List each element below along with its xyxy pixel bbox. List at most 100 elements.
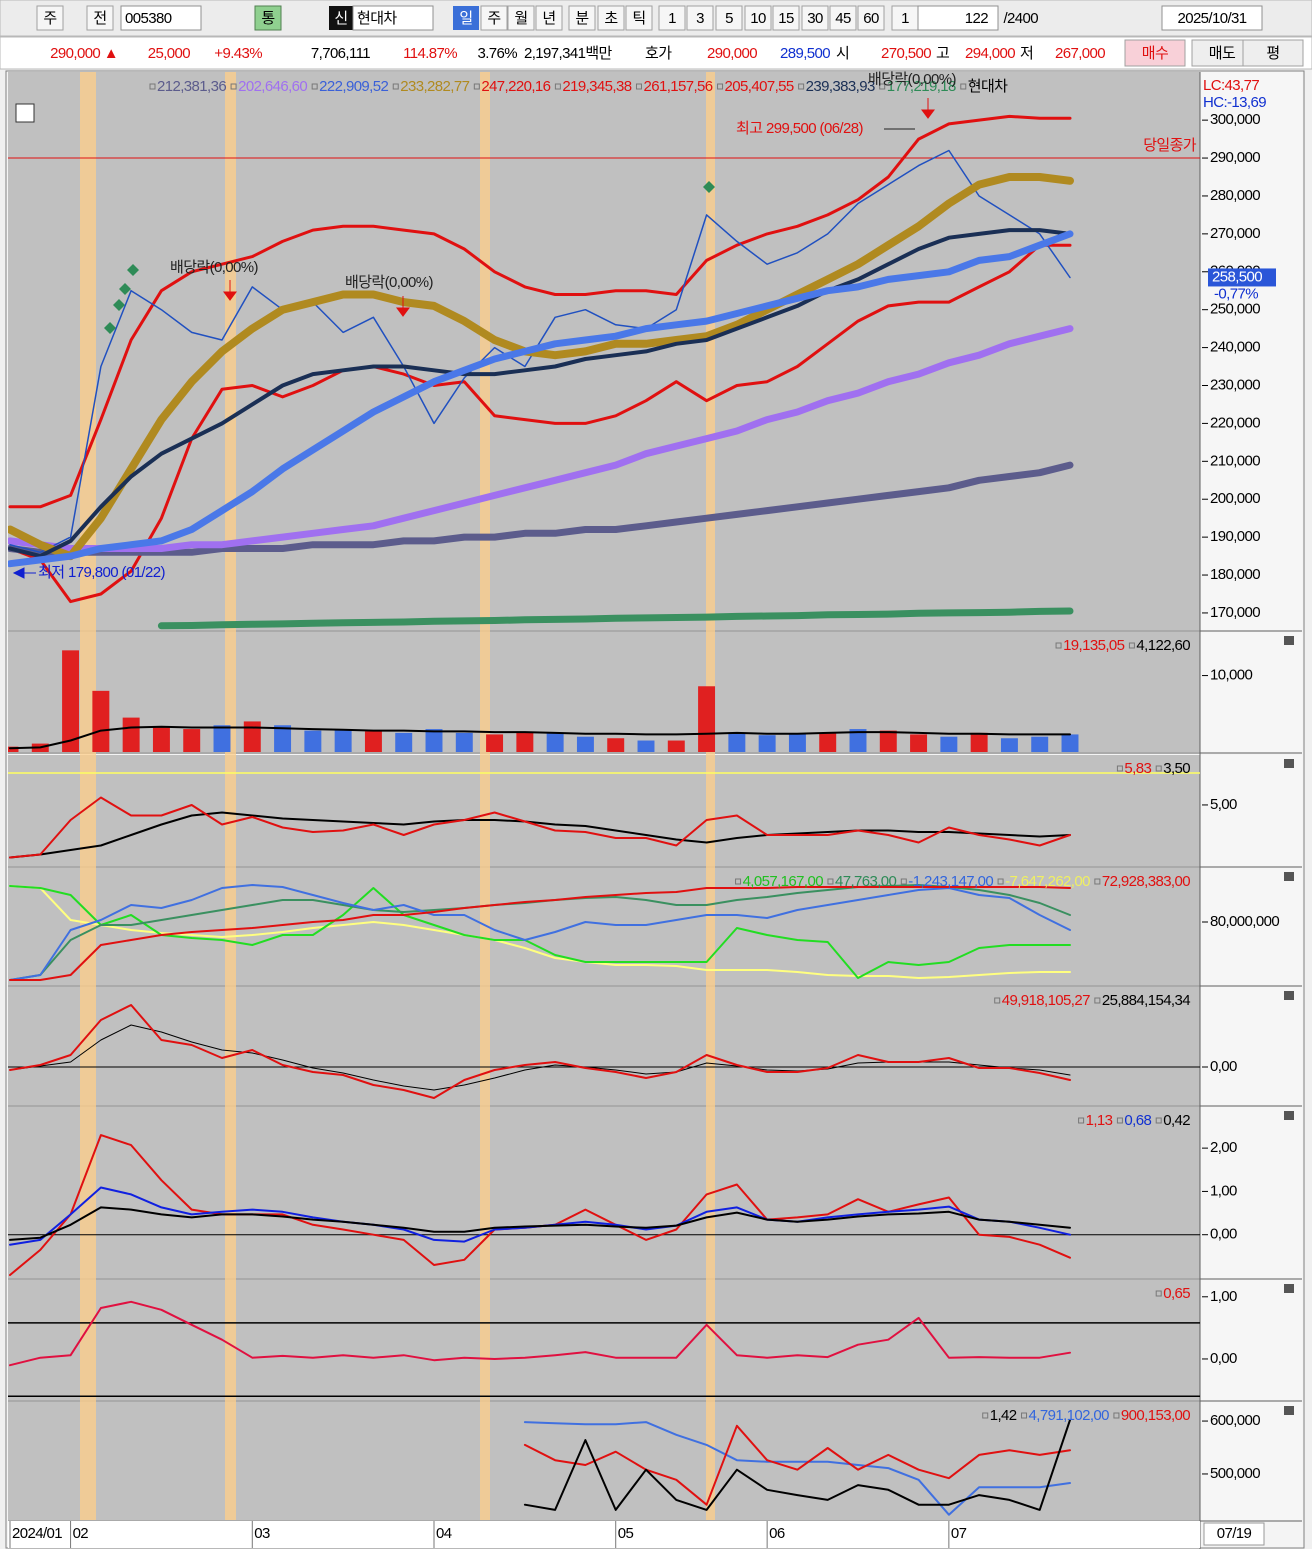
signal-diamond (104, 322, 116, 334)
toolbar-item[interactable]: /2400 (1003, 10, 1038, 27)
toolbar-item[interactable]: 1 (668, 10, 677, 27)
series-line (9, 886, 1071, 981)
series-line (9, 796, 1071, 859)
legend-value: 900,153,00 (1121, 1407, 1190, 1424)
legend-value: 47,763,00 (835, 873, 897, 890)
volume-bar (274, 725, 292, 752)
toolbar-item[interactable]: 년 (542, 10, 556, 27)
legend-marker (1113, 1412, 1120, 1419)
toolbar-button-frame (801, 5, 829, 31)
legend-value: 4,122,60 (1136, 637, 1190, 654)
legend-value: 3,50 (1163, 760, 1190, 777)
axis-background (1200, 1280, 1302, 1400)
toolbar-item[interactable]: 15 (778, 10, 794, 27)
toolbar-item[interactable]: 005380 (125, 10, 172, 27)
toolbar-field (352, 5, 434, 31)
quote-item[interactable]: 평 (1266, 45, 1280, 62)
event-band (706, 72, 715, 1520)
series-line (8, 230, 1074, 568)
quote-item[interactable]: 매수 (1142, 45, 1169, 62)
legend-value: 212,381,36 (157, 78, 226, 95)
y-tick-label: 220,000 (1210, 414, 1260, 431)
volume-bar (879, 730, 897, 752)
series-line (8, 243, 1072, 604)
order-button[interactable] (1242, 39, 1304, 67)
series-line (8, 173, 1074, 561)
cursor-date: 07/19 (1217, 1525, 1252, 1542)
quote-item[interactable]: 매도 (1209, 45, 1237, 62)
toolbar-item[interactable]: 1 (901, 10, 910, 27)
quote-item: 114.87% (403, 45, 457, 62)
legend-value: 247,220,16 (481, 78, 550, 95)
toolbar-item[interactable]: 30 (807, 10, 823, 27)
toolbar-item[interactable]: 전 (93, 10, 107, 27)
legend-value: 현대차 (968, 78, 1008, 95)
series-line (9, 725, 1071, 750)
toolbar-item[interactable]: 주 (43, 10, 57, 27)
toolbar-item[interactable]: 3 (696, 10, 705, 27)
y-tick-label: 290,000 (1210, 149, 1260, 166)
axis-background (1200, 1107, 1302, 1278)
legend-marker (1094, 878, 1101, 885)
x-tick-label: 07 (951, 1525, 967, 1542)
toolbar-button-frame (254, 5, 282, 31)
y-tick-label: 210,000 (1210, 452, 1260, 469)
axis-background (1200, 632, 1302, 752)
toolbar-button-frame (535, 5, 563, 31)
series-line (9, 149, 1071, 554)
volume-bar (1061, 734, 1079, 752)
quote-item: 25,000 (148, 45, 191, 62)
quote-item: 고 (936, 45, 949, 62)
legend-marker (554, 83, 561, 90)
toolbar-item[interactable]: 45 (835, 10, 851, 27)
legend-marker (473, 83, 480, 90)
toolbar-item[interactable]: 월 (514, 10, 528, 27)
toolbar-item[interactable]: 통 (261, 10, 275, 27)
dividend-arrow (223, 280, 237, 301)
toolbar-item[interactable]: 초 (604, 10, 619, 27)
legend-marker (392, 83, 399, 90)
panel-close-button[interactable] (1284, 636, 1294, 645)
y-tick-label: 180,000 (1210, 566, 1260, 583)
toolbar-item[interactable]: 2025/10/31 (1177, 10, 1247, 27)
order-button[interactable] (1124, 39, 1186, 67)
volume-bar (819, 732, 837, 752)
series-line (523, 1419, 1071, 1511)
toolbar-item[interactable]: 122 (965, 10, 989, 27)
panel-close-button[interactable] (1284, 991, 1294, 1000)
toolbar-item[interactable]: 틱 (632, 10, 646, 27)
volume-bar (364, 731, 382, 752)
y-tick-label: 1,00 (1210, 1182, 1237, 1199)
panel-close-button[interactable] (1284, 1284, 1294, 1293)
series-line (523, 1424, 1071, 1506)
legend-marker (982, 1412, 989, 1419)
volume-bar (910, 734, 928, 752)
toolbar-item[interactable]: 현대차 (357, 10, 398, 27)
legend-marker (1128, 642, 1135, 649)
panel-background (8, 755, 1200, 866)
volume-bar (62, 650, 80, 752)
quote-item: 267,000 (1055, 45, 1105, 62)
quote-item: 2,197,341백만 (524, 45, 613, 62)
y-tick-label: 500,000 (1210, 1465, 1260, 1482)
legend-marker (1155, 765, 1162, 772)
toolbar-item[interactable]: 신 (334, 10, 348, 27)
toolbar-item[interactable]: 주 (487, 10, 501, 27)
series-line (8, 114, 1072, 509)
toolbar-item[interactable]: 10 (750, 10, 766, 27)
panel-close-button[interactable] (1284, 872, 1294, 881)
toolbar-item[interactable]: 일 (459, 10, 473, 27)
panel-background (8, 1280, 1200, 1400)
panel-close-button[interactable] (1284, 1111, 1294, 1120)
toolbar-item[interactable]: 60 (863, 10, 879, 27)
legend-marker (311, 83, 318, 90)
panel-close-button[interactable] (1284, 1406, 1294, 1415)
panel (8, 650, 1079, 752)
panel-close-button[interactable] (1284, 759, 1294, 768)
toolbar-item[interactable]: 5 (725, 10, 734, 27)
chart-annotation: 최저 179,800 (01/22) (38, 564, 165, 581)
volume-bar (213, 725, 231, 752)
legend-marker (994, 997, 1001, 1004)
x-tick-label: 05 (618, 1525, 634, 1542)
toolbar-item[interactable]: 분 (575, 10, 590, 27)
